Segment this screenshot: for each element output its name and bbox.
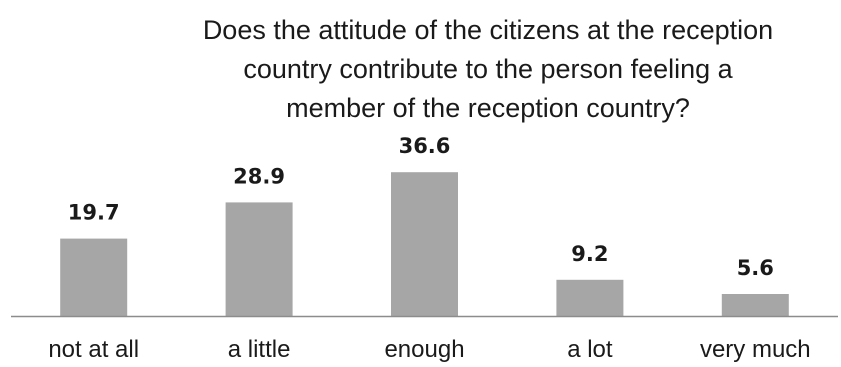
bar-enough xyxy=(391,172,458,316)
bar-a-little xyxy=(225,202,293,316)
tick-label-a-little: a little xyxy=(228,336,291,363)
chart-title: Does the attitude of the citizens at the… xyxy=(203,15,773,123)
data-label-a-little: 28.9 xyxy=(233,164,285,188)
tick-label-a-lot: a lot xyxy=(567,336,613,363)
data-label-not-at-all: 19.7 xyxy=(68,201,120,225)
tick-label-not-at-all: not at all xyxy=(48,336,139,363)
plot-area: 19.7 not at all 28.9 a little 36.6 enough 9.2 a… xyxy=(11,134,838,363)
data-label-a-lot: 9.2 xyxy=(571,242,608,266)
chart-title-line-1: Does the attitude of the citizens at the… xyxy=(203,15,773,45)
chart-title-line-2: country contribute to the person feeling… xyxy=(243,54,733,84)
chart-title-line-3: member of the reception country? xyxy=(286,93,690,123)
data-label-enough: 36.6 xyxy=(399,134,451,158)
bar-very-much xyxy=(721,294,789,316)
bar-not-at-all xyxy=(60,238,128,316)
tick-label-enough: enough xyxy=(384,336,464,363)
data-label-very-much: 5.6 xyxy=(737,256,774,280)
bar-a-lot xyxy=(556,279,624,316)
tick-label-very-much: very much xyxy=(700,336,811,363)
